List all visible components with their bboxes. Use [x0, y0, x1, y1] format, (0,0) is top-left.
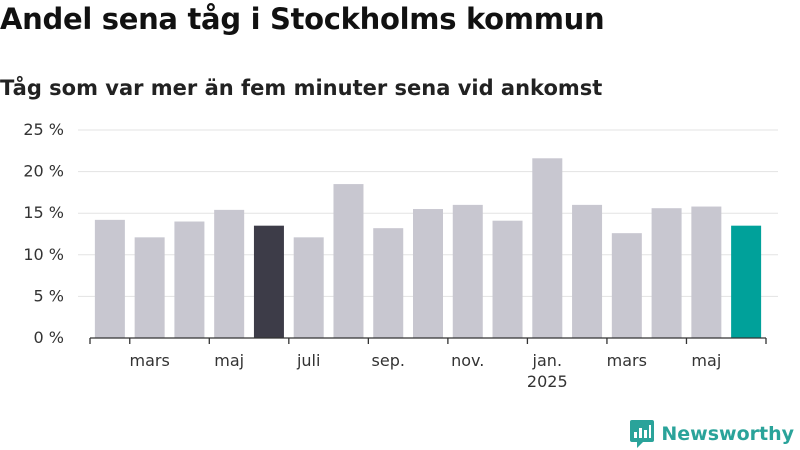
x-tick-label: nov.: [451, 351, 484, 370]
bar: [492, 220, 523, 338]
bar: [253, 225, 284, 338]
y-tick-label: 25 %: [23, 120, 64, 139]
x-tick-label: maj: [214, 351, 244, 370]
bar: [333, 184, 364, 338]
bar: [214, 209, 245, 338]
x-tick-label: mars: [607, 351, 647, 370]
chart-title: Andel sena tåg i Stockholms kommun: [0, 2, 605, 36]
y-tick-label: 0 %: [34, 328, 64, 347]
x-tick-label: juli: [296, 351, 320, 370]
x-tick-label: mars: [129, 351, 169, 370]
bar: [532, 158, 563, 338]
x-tick-label: jan.: [532, 351, 562, 370]
bar: [94, 219, 125, 338]
y-tick-label: 15 %: [23, 203, 64, 222]
y-tick-label: 20 %: [23, 162, 64, 181]
y-tick-label: 10 %: [23, 245, 64, 264]
bar: [174, 221, 205, 338]
bar: [572, 204, 603, 338]
bar: [134, 237, 165, 338]
bar: [731, 225, 762, 338]
brand-name: Newsworthy: [661, 423, 794, 445]
bar: [413, 209, 443, 338]
x-tick-label: sep.: [372, 351, 405, 370]
bar: [452, 204, 483, 338]
newsworthy-logo-icon: [630, 420, 655, 448]
x-tick-label: maj: [691, 351, 721, 370]
bar: [373, 228, 404, 338]
bar: [691, 206, 722, 338]
brand-logo: Newsworthy: [629, 419, 794, 449]
bar: [293, 237, 324, 338]
x-tick-sublabel: 2025: [527, 372, 568, 391]
bar: [611, 233, 642, 338]
y-tick-label: 5 %: [34, 286, 64, 305]
bar: [651, 208, 682, 338]
chart-subtitle: Tåg som var mer än fem minuter sena vid …: [0, 76, 603, 100]
